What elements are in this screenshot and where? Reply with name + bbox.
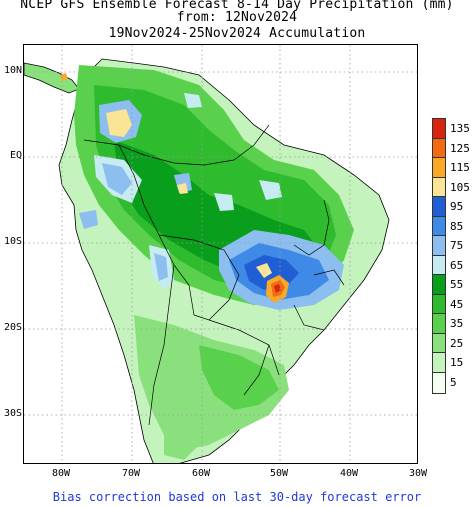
central-america-land	[24, 62, 80, 94]
legend-label: 65	[450, 258, 464, 272]
map-valid-period: 19Nov2024-25Nov2024 Accumulation	[108, 26, 366, 41]
lat-label-10n: 10N	[3, 65, 22, 76]
map-canvas	[24, 45, 417, 463]
lon-label-80w: 80W	[51, 468, 71, 479]
lat-label-20s: 20S	[3, 322, 22, 333]
legend-label: 25	[450, 336, 464, 350]
lat-label-eq: EQ	[9, 150, 22, 161]
legend-swatch	[432, 371, 446, 394]
lat-label-10s: 10S	[3, 236, 22, 247]
legend-label: 75	[450, 239, 464, 252]
lon-label-30w: 30W	[408, 468, 428, 479]
legend-label: 55	[450, 278, 464, 291]
lon-label-70w: 70W	[121, 468, 141, 479]
map-title: NCEP GFS Ensemble Forecast 8-14 Day Prec…	[20, 0, 454, 12]
lon-label-60w: 60W	[191, 468, 211, 479]
lat-label-30s: 30S	[3, 408, 22, 419]
legend-label: 125	[450, 141, 470, 155]
legend-label: 135	[450, 122, 470, 135]
legend-label: 5	[450, 375, 457, 389]
lon-label-50w: 50W	[269, 468, 289, 479]
legend-label: 95	[450, 200, 464, 213]
lon-label-40w: 40W	[339, 468, 359, 479]
precipitation-map	[23, 44, 418, 464]
legend-label: 45	[450, 297, 464, 311]
legend-label: 35	[450, 317, 464, 330]
legend-label: 15	[450, 356, 464, 369]
legend-label: 85	[450, 219, 464, 233]
legend-label: 105	[450, 180, 470, 194]
bias-correction-note: Bias correction based on last 30-day for…	[52, 490, 422, 504]
map-init-date: from: 12Nov2024	[176, 10, 298, 25]
legend-label: 115	[450, 161, 470, 174]
